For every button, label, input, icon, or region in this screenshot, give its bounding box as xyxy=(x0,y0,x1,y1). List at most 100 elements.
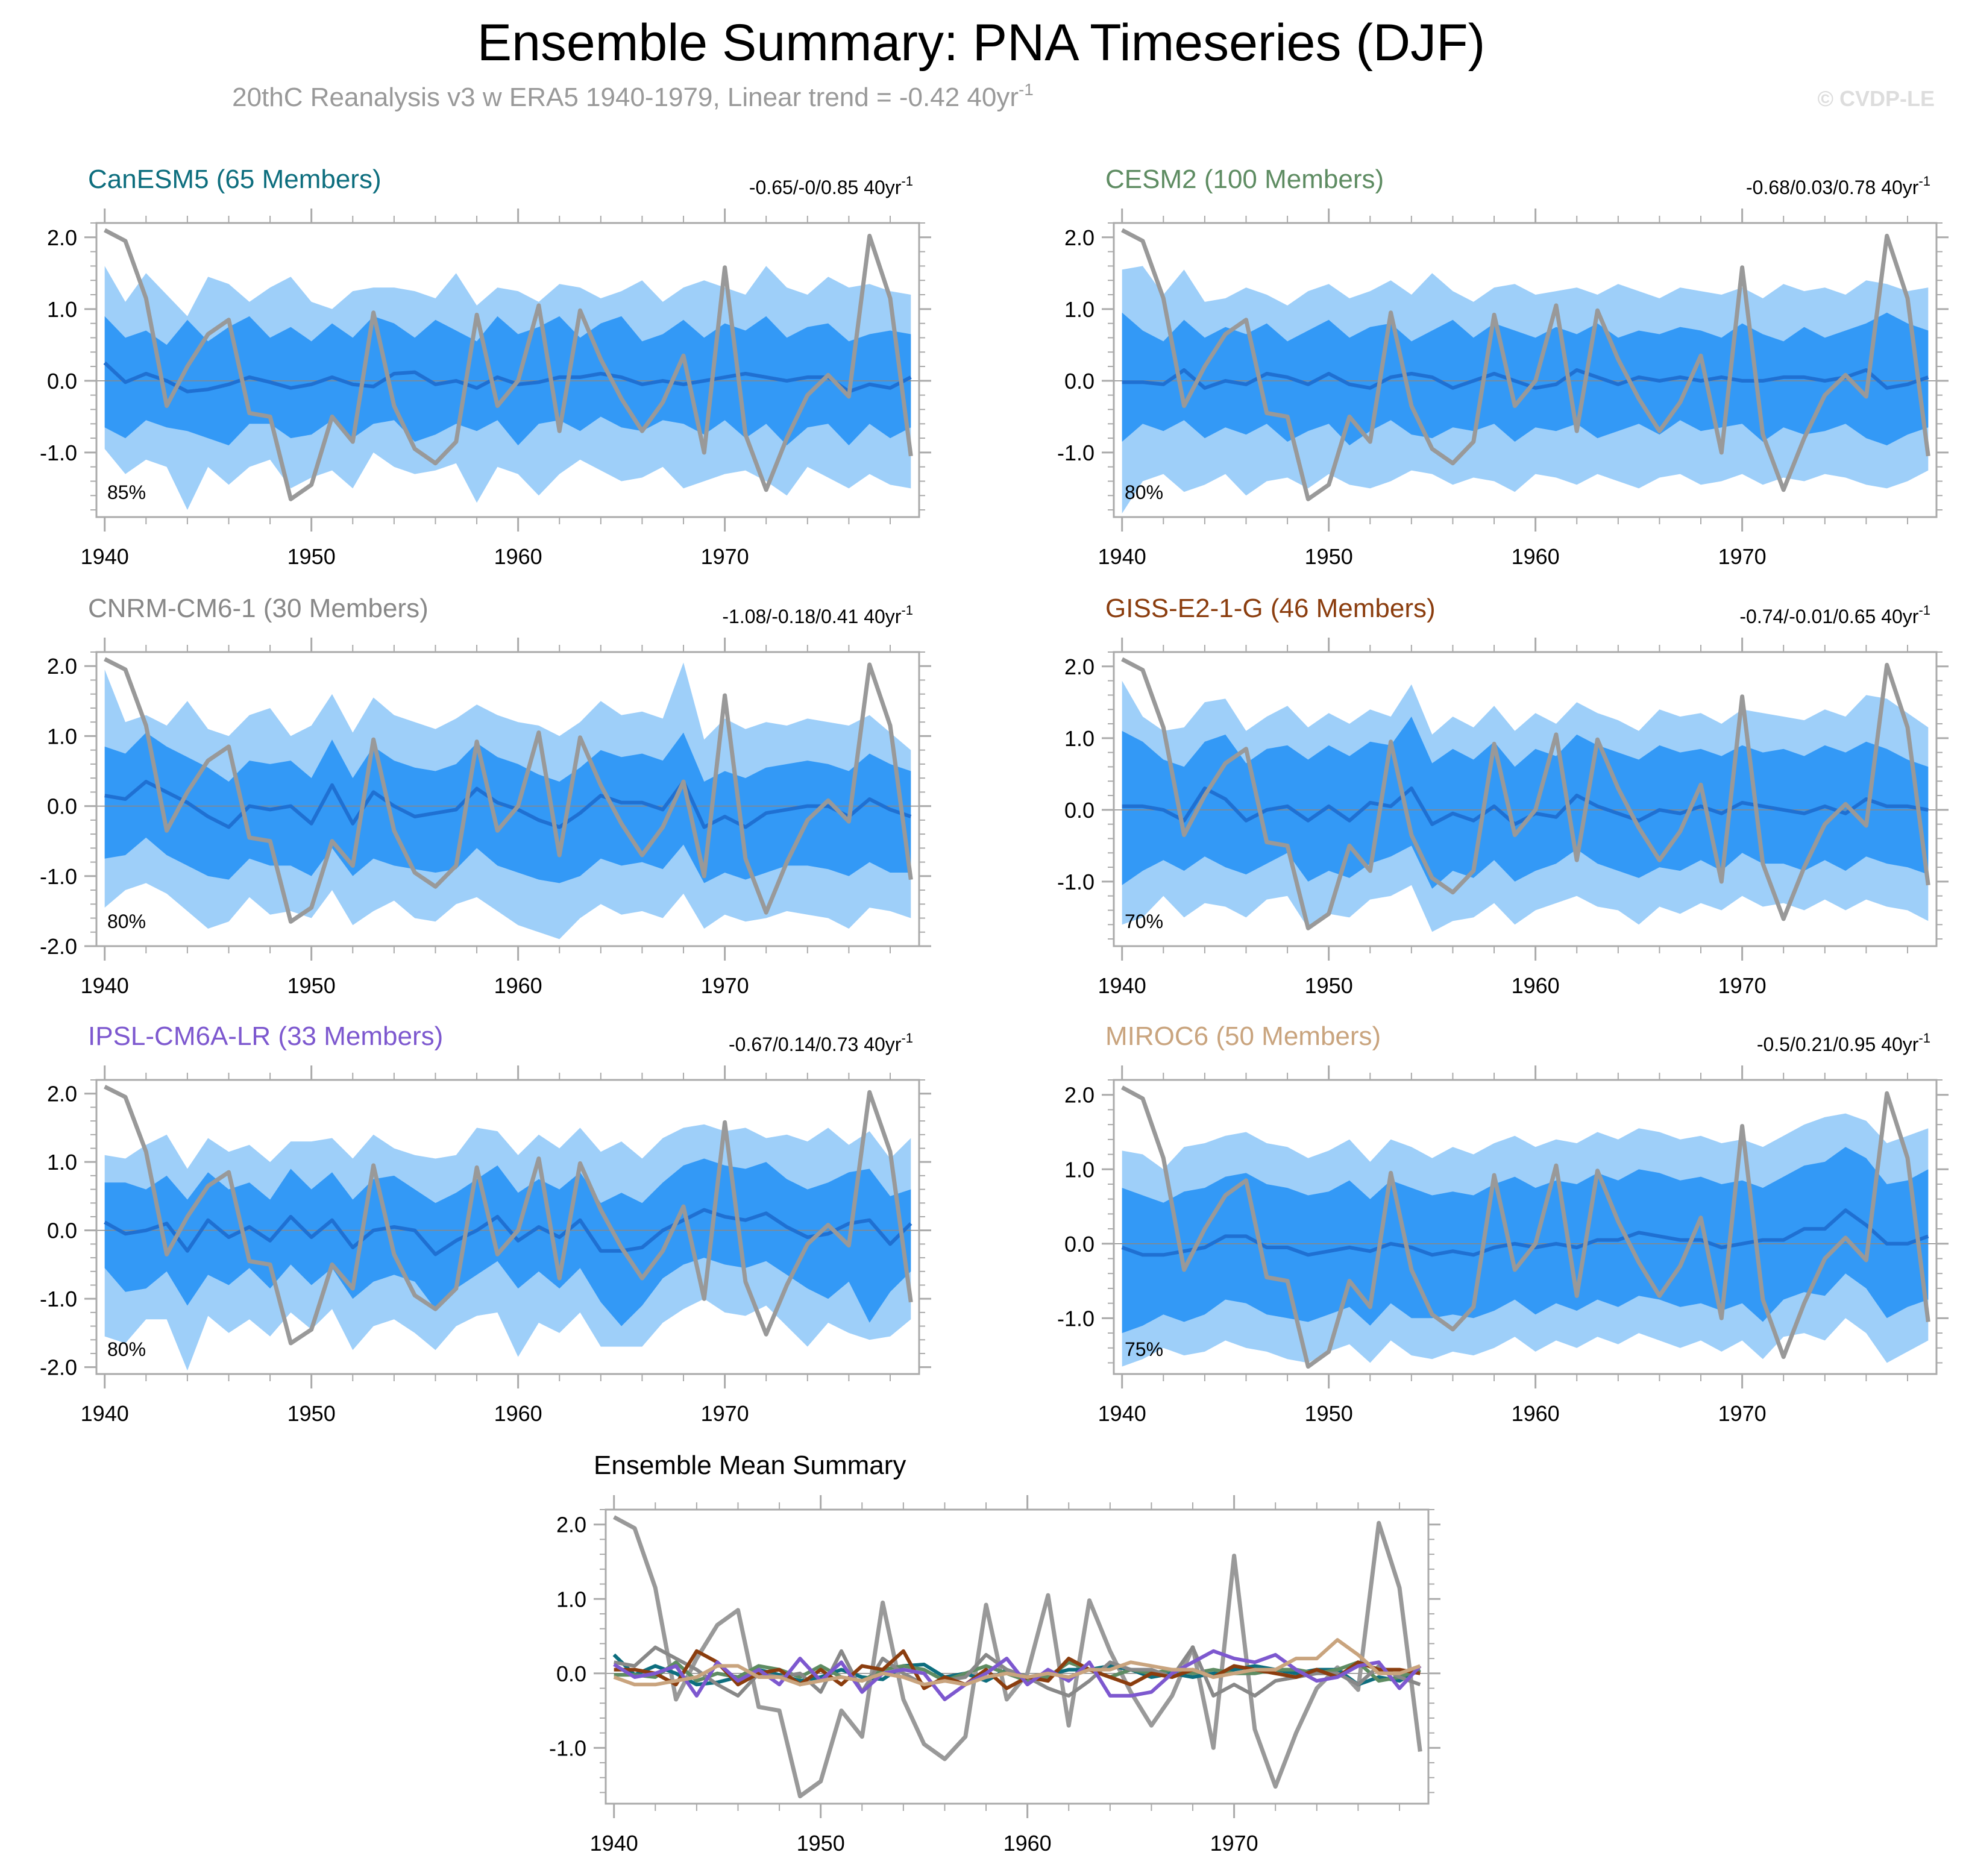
panel-cnrm-cm6-1: -2.0 -1.0 0.0 1.0 2.0 1940 1950 1960 1970 CNRM-CM… xyxy=(40,594,931,998)
panel-percent-label: 80% xyxy=(107,1338,146,1360)
x-tick-label: 1970 xyxy=(1210,1831,1258,1856)
x-tick-label: 1950 xyxy=(287,973,336,998)
plot-frame xyxy=(1113,651,1938,947)
y-tick-label: -1.0 xyxy=(40,441,77,465)
y-tick-label: 2.0 xyxy=(1064,225,1095,250)
panel-trend-sup: -1 xyxy=(901,174,913,189)
panel-percent-label: 70% xyxy=(1125,911,1163,932)
x-tick-label: 1960 xyxy=(1512,544,1560,569)
panel-trend-text: -0.65/-0/0.85 40yr-1 xyxy=(749,174,913,198)
panel-title: IPSL-CM6A-LR (33 Members) xyxy=(88,1021,443,1051)
y-tick-label: 1.0 xyxy=(47,724,77,748)
x-tick-label: 1960 xyxy=(1512,1401,1560,1426)
x-tick-label: 1970 xyxy=(701,973,749,998)
panel-title: MIROC6 (50 Members) xyxy=(1105,1021,1381,1051)
x-tick-label: 1940 xyxy=(81,544,129,569)
y-tick-label: -1.0 xyxy=(40,1287,77,1311)
figure-subtitle-text: 20thC Reanalysis v3 w ERA5 1940-1979, Li… xyxy=(232,83,1019,112)
x-tick-label: 1940 xyxy=(81,1401,129,1426)
y-tick-label: -2.0 xyxy=(40,934,77,959)
x-tick-label: 1940 xyxy=(1098,1401,1146,1426)
panel-percent-label: 80% xyxy=(107,911,146,932)
panel-trend-sup: -1 xyxy=(1918,174,1930,189)
panel-trend-text: -1.08/-0.18/0.41 40yr-1 xyxy=(722,603,913,627)
y-tick-label: -1.0 xyxy=(40,864,77,889)
panel-cesm2: -1.0 0.0 1.0 2.0 1940 1950 1960 1970 CESM2 (100 … xyxy=(1057,165,1949,569)
panel-trend-sup: -1 xyxy=(1918,603,1930,618)
observed-line xyxy=(613,1515,1422,1799)
panels-container: -1.0 0.0 1.0 2.0 1940 1950 1960 1970 CanESM5 (65… xyxy=(40,165,1949,1856)
observed-line xyxy=(1121,228,1930,501)
summary-title: Ensemble Mean Summary xyxy=(594,1451,906,1480)
x-tick-label: 1970 xyxy=(701,544,749,569)
panel-percent-label: 75% xyxy=(1125,1338,1163,1360)
y-tick-label: 2.0 xyxy=(1064,1083,1095,1108)
x-tick-label: 1970 xyxy=(1718,973,1767,998)
panel-trend-value: -0.67/0.14/0.73 40yr xyxy=(729,1034,902,1055)
y-tick-label: 0.0 xyxy=(1064,798,1095,823)
observed-line xyxy=(104,1085,913,1346)
x-tick-label: 1950 xyxy=(287,1401,336,1426)
panel-trend-value: -0.74/-0.01/0.65 40yr xyxy=(1739,606,1918,627)
panel-trend-text: -0.68/0.03/0.78 40yr-1 xyxy=(1746,174,1930,198)
panel-canesm5: -1.0 0.0 1.0 2.0 1940 1950 1960 1970 CanESM5 (65… xyxy=(40,165,931,569)
y-tick-label: 2.0 xyxy=(47,1082,77,1106)
y-tick-label: 2.0 xyxy=(556,1513,586,1537)
panel-trend-value: -0.68/0.03/0.78 40yr xyxy=(1746,177,1919,198)
y-tick-label: -2.0 xyxy=(40,1355,77,1380)
y-tick-label: 1.0 xyxy=(1064,1157,1095,1182)
y-tick-label: 2.0 xyxy=(47,654,77,679)
panel-title: CanESM5 (65 Members) xyxy=(88,165,382,194)
observed-line xyxy=(1121,657,1930,930)
y-tick-label: 1.0 xyxy=(556,1587,586,1611)
ensemble-mean-line xyxy=(104,780,912,829)
ensemble-mean-line xyxy=(1122,368,1929,390)
plot-frame xyxy=(1113,222,1938,518)
panel-trend-sup: -1 xyxy=(901,603,913,618)
y-tick-label: -1.0 xyxy=(1057,870,1095,894)
y-tick-label: 1.0 xyxy=(47,1150,77,1175)
ensemble-mean-line xyxy=(103,361,912,394)
y-tick-label: 1.0 xyxy=(1064,726,1095,751)
figure-subtitle-sup: -1 xyxy=(1019,80,1034,99)
y-tick-label: 0.0 xyxy=(47,369,77,394)
plot-frame xyxy=(95,651,920,947)
panel-title: CESM2 (100 Members) xyxy=(1105,165,1384,194)
panel-trend-text: -0.74/-0.01/0.65 40yr-1 xyxy=(1739,603,1930,627)
y-tick-label: 0.0 xyxy=(1064,1232,1095,1256)
mean-line-miroc6 xyxy=(613,1638,1421,1687)
plot-frame xyxy=(605,1508,1430,1805)
x-tick-label: 1960 xyxy=(494,544,542,569)
y-tick-label: -1.0 xyxy=(1057,1306,1095,1331)
plot-frame xyxy=(1113,1079,1938,1375)
x-tick-label: 1960 xyxy=(1003,1831,1052,1856)
y-tick-label: 0.0 xyxy=(556,1661,586,1686)
watermark: © CVDP-LE xyxy=(1817,86,1935,111)
panel-trend-text: -0.67/0.14/0.73 40yr-1 xyxy=(729,1031,913,1055)
observed-line xyxy=(104,657,913,924)
plot-frame xyxy=(95,1079,920,1375)
panel-title: GISS-E2-1-G (46 Members) xyxy=(1105,594,1436,623)
mean-line-giss-e2-1-g xyxy=(614,1649,1421,1690)
ensemble-mean-line xyxy=(1122,786,1929,826)
panel-giss-e2-1-g: -1.0 0.0 1.0 2.0 1940 1950 1960 1970 GISS-E2-1-G… xyxy=(1057,594,1949,998)
panel-trend-sup: -1 xyxy=(901,1031,913,1046)
y-tick-label: -1.0 xyxy=(549,1736,586,1760)
x-tick-label: 1970 xyxy=(1718,1401,1767,1426)
y-tick-label: 1.0 xyxy=(1064,297,1095,322)
y-tick-label: 2.0 xyxy=(1064,654,1095,679)
figure-title: Ensemble Summary: PNA Timeseries (DJF) xyxy=(477,14,1486,72)
x-tick-label: 1970 xyxy=(701,1401,749,1426)
y-tick-label: 2.0 xyxy=(47,225,77,250)
x-tick-label: 1970 xyxy=(1718,544,1767,569)
y-tick-label: -1.0 xyxy=(1057,441,1095,465)
x-tick-label: 1940 xyxy=(81,973,129,998)
panel-ipsl-cm6a-lr: -2.0 -1.0 0.0 1.0 2.0 1940 1950 1960 1970 IPSL-CM… xyxy=(40,1021,931,1426)
x-tick-label: 1960 xyxy=(1512,973,1560,998)
panel-ensemble-mean-summary: -1.0 0.0 1.0 2.0 1940 1950 1960 1970 Ensemble Me… xyxy=(549,1451,1440,1856)
y-tick-label: 1.0 xyxy=(47,297,77,322)
panel-trend-value: -0.65/-0/0.85 40yr xyxy=(749,177,902,198)
x-tick-label: 1950 xyxy=(1305,973,1353,998)
x-tick-label: 1940 xyxy=(1098,544,1146,569)
